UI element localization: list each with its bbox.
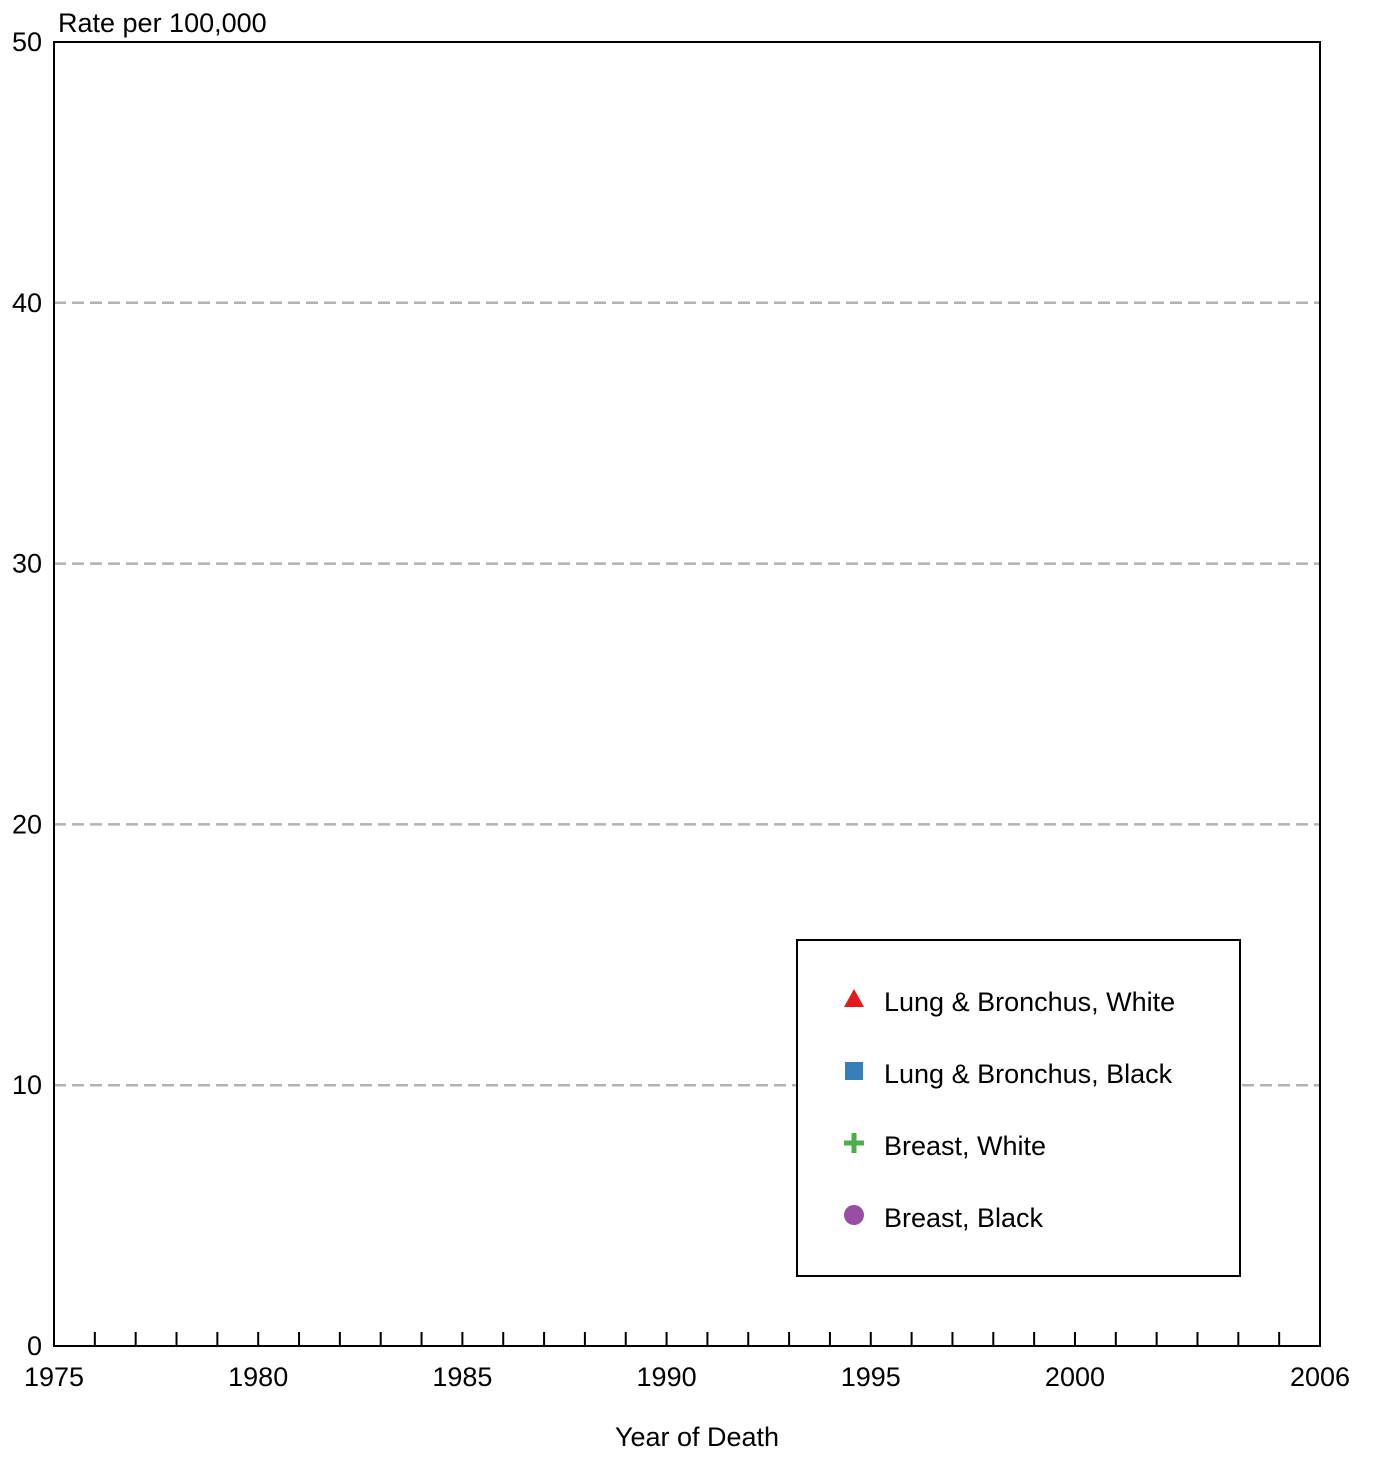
y-tick-label: 20: [12, 809, 42, 839]
legend: Lung & Bronchus, White Lung & Bronchus, B…: [796, 939, 1241, 1277]
x-tick-label: 1985: [432, 1362, 492, 1392]
y-axis-ticks: 0 10 20 30 40 50: [12, 27, 42, 1361]
y-axis-label: Rate per 100,000: [58, 8, 267, 38]
legend-marker-circle: [844, 1205, 864, 1225]
x-axis-label: Year of Death: [615, 1422, 779, 1452]
y-tick-label: 10: [12, 1070, 42, 1100]
legend-label: Lung & Bronchus, White: [884, 987, 1175, 1017]
legend-marker-square: [845, 1062, 863, 1080]
legend-marker-plus: [844, 1133, 864, 1153]
x-axis-ticks: 1975 1980 1985 1990 1995 2000 2006: [24, 1332, 1350, 1392]
y-tick-label: 50: [12, 27, 42, 57]
legend-label: Breast, White: [884, 1131, 1046, 1161]
x-tick-label: 1995: [841, 1362, 901, 1392]
legend-label: Breast, Black: [884, 1203, 1044, 1233]
x-tick-label: 1980: [228, 1362, 288, 1392]
x-tick-label: 2000: [1045, 1362, 1105, 1392]
y-tick-label: 40: [12, 288, 42, 318]
legend-label: Lung & Bronchus, Black: [884, 1059, 1173, 1089]
x-tick-label: 1990: [637, 1362, 697, 1392]
x-tick-label: 1975: [24, 1362, 84, 1392]
legend-items: Lung & Bronchus, White Lung & Bronchus, B…: [844, 987, 1175, 1233]
legend-marker-triangle: [844, 989, 864, 1007]
plot-area-frame: [53, 41, 1321, 1347]
legend-box: [796, 939, 1241, 1277]
y-tick-label: 30: [12, 549, 42, 579]
y-tick-label: 0: [27, 1331, 42, 1361]
x-tick-label: 2006: [1290, 1362, 1350, 1392]
